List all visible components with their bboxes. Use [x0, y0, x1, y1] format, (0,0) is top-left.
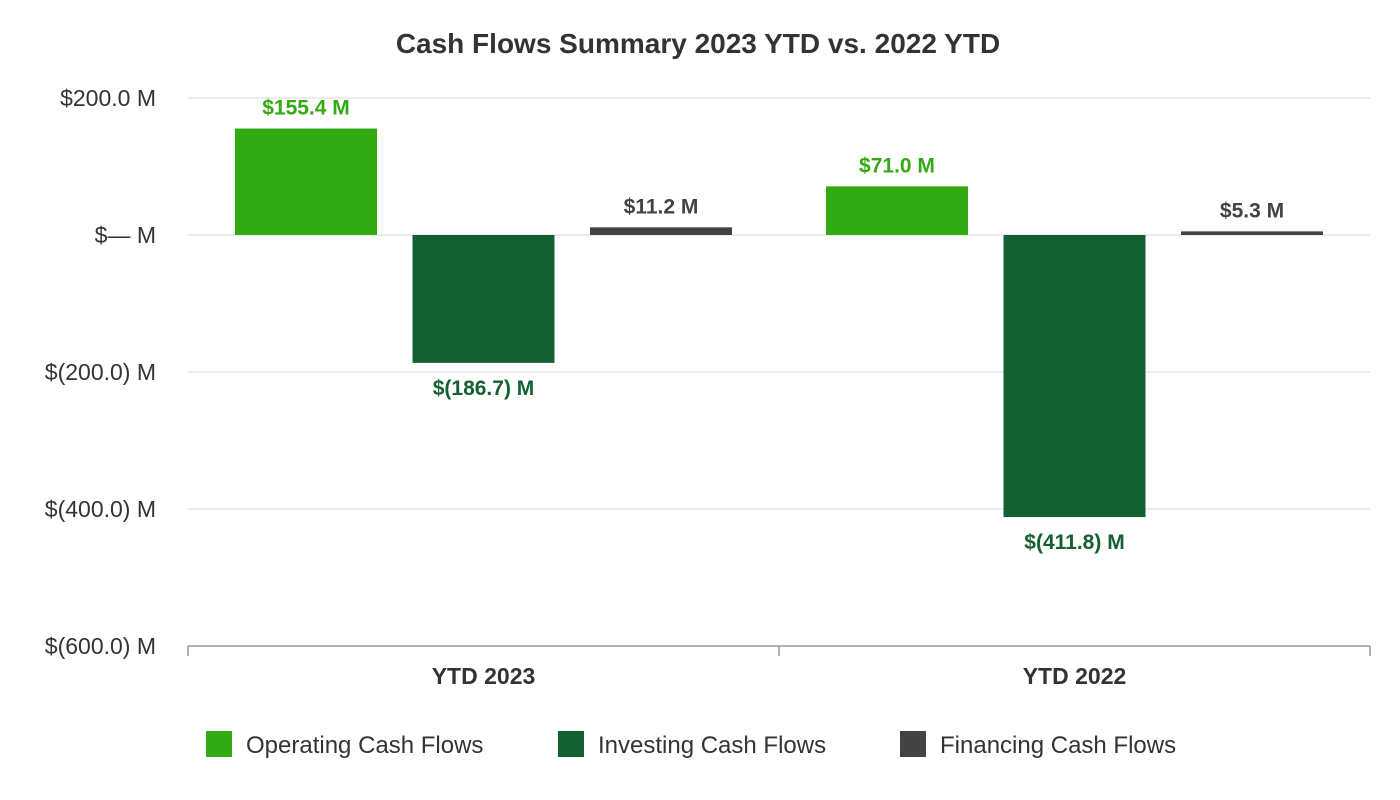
- bar: [412, 235, 555, 363]
- y-tick-label: $(200.0) M: [45, 359, 156, 385]
- gridlines: [188, 97, 1370, 510]
- bar: [590, 227, 732, 235]
- x-category-label: YTD 2022: [1023, 663, 1127, 689]
- legend-label: Operating Cash Flows: [246, 732, 483, 759]
- y-tick-label: $(400.0) M: [45, 496, 156, 522]
- x-axis: YTD 2023 YTD 2022: [187, 645, 1371, 689]
- legend-swatch: [900, 731, 926, 757]
- data-labels: $155.4 M $(186.7) M $11.2 M $71.0 M $(411.8)…: [262, 97, 1284, 555]
- data-label: $155.4 M: [262, 97, 350, 120]
- data-label: $71.0 M: [859, 154, 935, 177]
- data-label: $(186.7) M: [433, 377, 535, 400]
- data-label: $(411.8) M: [1024, 531, 1124, 554]
- x-category-label: YTD 2023: [432, 663, 536, 689]
- y-axis-ticks: $200.0 M $— M $(200.0) M $(400.0) M $(600.0)…: [45, 85, 156, 659]
- bar: [826, 186, 968, 235]
- legend-label: Financing Cash Flows: [940, 732, 1176, 759]
- bars: [235, 128, 1323, 518]
- legend-swatch: [206, 731, 232, 757]
- chart-title: Cash Flows Summary 2023 YTD vs. 2022 YTD: [396, 28, 1000, 59]
- bar: [1003, 235, 1146, 518]
- bar: [1181, 231, 1323, 235]
- y-tick-label: $— M: [95, 222, 156, 248]
- y-tick-label: $200.0 M: [60, 85, 156, 111]
- bar: [235, 128, 377, 235]
- legend-label: Investing Cash Flows: [598, 732, 826, 759]
- legend: Operating Cash Flows Investing Cash Flows…: [206, 731, 1176, 759]
- data-label: $5.3 M: [1220, 199, 1284, 222]
- legend-swatch: [558, 731, 584, 757]
- data-label: $11.2 M: [624, 195, 699, 218]
- y-tick-label: $(600.0) M: [45, 633, 156, 659]
